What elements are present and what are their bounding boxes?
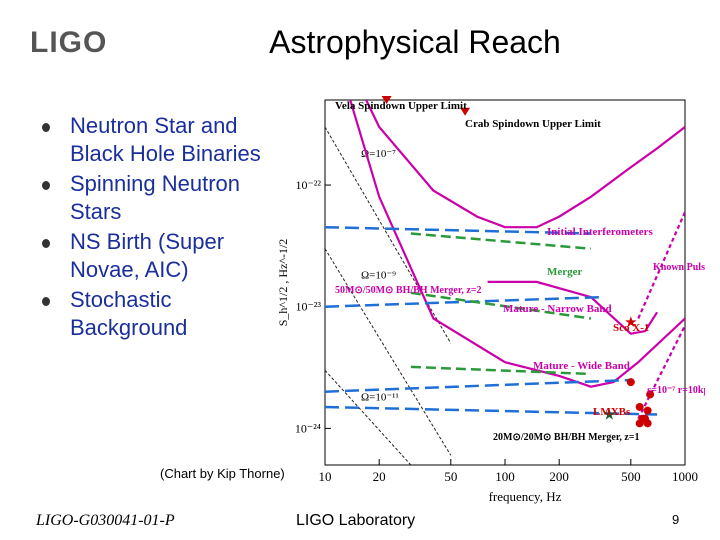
series-line-known-pulsar-10-r-10kpc — [637, 211, 685, 319]
omega-line — [325, 248, 452, 456]
bullet-dot-icon — [42, 123, 50, 132]
annotation-mature-wide-band: Mature - Wide Band — [533, 360, 630, 372]
annotation-crab-spindown-upper-limit: Crab Spindown Upper Limit — [465, 118, 601, 130]
series-line-10-m-10-m-bh-bh-inspiral-100mpc — [325, 225, 591, 235]
y-tick-label: 10⁻²³ — [295, 300, 321, 314]
x-tick-label: 50 — [444, 469, 457, 484]
lmxb-dot — [638, 414, 647, 423]
x-tick-label: 500 — [621, 469, 641, 484]
omega-label: Ω=10⁻¹¹ — [361, 391, 399, 403]
sensitivity-chart: 10 20 50 100 200 500 1000 10⁻²⁴ 10⁻²³ 10⁻²² freque… — [276, 96, 705, 504]
lmxb-dot — [643, 419, 652, 428]
lmxb-dot — [643, 406, 652, 415]
spindown-marker — [460, 107, 471, 116]
chart-credit: (Chart by Kip Thorne) — [160, 466, 285, 481]
x-tick-label: 200 — [549, 469, 569, 484]
annotation-10-r-10kpc: ε=10⁻⁷ r=10kpc — [647, 385, 705, 396]
bullet-text: Neutron Star and Black Hole Binaries — [70, 113, 261, 166]
lmxb-dot — [646, 390, 655, 399]
series-line-merger-wide — [410, 365, 591, 376]
series-line-merger-400mpc — [410, 291, 592, 320]
omega-label: Ω=10⁻⁹ — [361, 270, 396, 282]
x-tick-label: 10 — [319, 469, 332, 484]
y-tick-label: 10⁻²⁴ — [295, 421, 321, 435]
slide-title: Astrophysical Reach — [269, 24, 561, 60]
ligo-logo: LIGO — [30, 26, 108, 59]
bullet-item: NS Birth (Super Novae, AIC) — [40, 228, 270, 284]
series-line-10-r-10kpc — [637, 325, 685, 420]
document-id: LIGO-G030041-01-P — [36, 512, 175, 529]
lmxb-dot — [626, 378, 635, 387]
bullet-dot-icon — [42, 297, 50, 306]
annotation-50m-50m-bh-bh-merger-z-2: 50M⊙/50M⊙ BH/BH Merger, z=2 — [335, 285, 482, 296]
bullet-text: Spinning Neutron Stars — [70, 171, 241, 224]
bullet-text: NS Birth (Super Novae, AIC) — [70, 229, 225, 282]
x-tick-label: 100 — [495, 469, 515, 484]
x-tick-label: 20 — [373, 469, 386, 484]
annotation-merger: Merger — [547, 266, 583, 278]
series-line-initial-interferometers — [364, 100, 685, 229]
lmxb-dot — [635, 402, 644, 411]
annotation-initial-interferometers: Initial Interferometers — [547, 226, 654, 238]
annotation-lmxbs: LMXBs — [593, 406, 631, 418]
star-marker: ★ — [624, 315, 637, 331]
bullet-item: Neutron Star and Black Hole Binaries — [40, 112, 270, 168]
bullet-item: Stochastic Background — [40, 286, 270, 342]
annotation-sco-x-1: Sco X-1 — [613, 322, 649, 334]
footer-lab-name: LIGO Laboratory — [296, 512, 416, 529]
annotation-known-pulsar-10-r-10kpc: Known Pulsar ε=10⁻⁶ r=10kpc — [653, 262, 705, 273]
series-line-mature-narrow-band — [487, 280, 659, 335]
annotation-mature-narrow-band: Mature - Narrow Band — [503, 303, 612, 315]
y-tick-label: 10⁻²² — [295, 178, 321, 192]
bullet-dot-icon — [42, 181, 50, 190]
bullet-text: Stochastic Background — [70, 287, 188, 340]
omega-label: Ω=10⁻⁷ — [361, 148, 396, 160]
star-marker: ★ — [603, 408, 616, 424]
bullet-item: Spinning Neutron Stars — [40, 170, 270, 226]
series-line-bh-bh-inspiral-400mpc — [325, 295, 603, 308]
annotation-vela-spindown-upper-limit: Vela Spindown Upper Limit — [335, 100, 467, 112]
y-axis-label: S_h^1/2 , Hz^-1/2 — [276, 239, 290, 327]
annotation-20m-20m-bh-bh-merger-z-1: 20M⊙/20M⊙ BH/BH Merger, z=1 — [493, 432, 640, 443]
omega-line — [325, 369, 412, 465]
series-line-mature-wide-band — [349, 100, 685, 388]
x-tick-label: 1000 — [672, 469, 698, 484]
page-number: 9 — [672, 512, 680, 527]
omega-line — [325, 126, 452, 344]
series-line-ns-ns-inspiral-300mpc — [325, 378, 631, 393]
x-axis-label: frequency, Hz — [489, 489, 562, 504]
bullet-dot-icon — [42, 239, 50, 248]
spindown-marker — [381, 96, 392, 104]
series-line-bh-bh-inspiral-650mpc — [325, 405, 658, 416]
bullet-list: Neutron Star and Black Hole Binaries Spi… — [40, 112, 270, 344]
series-line-merger — [410, 232, 592, 250]
